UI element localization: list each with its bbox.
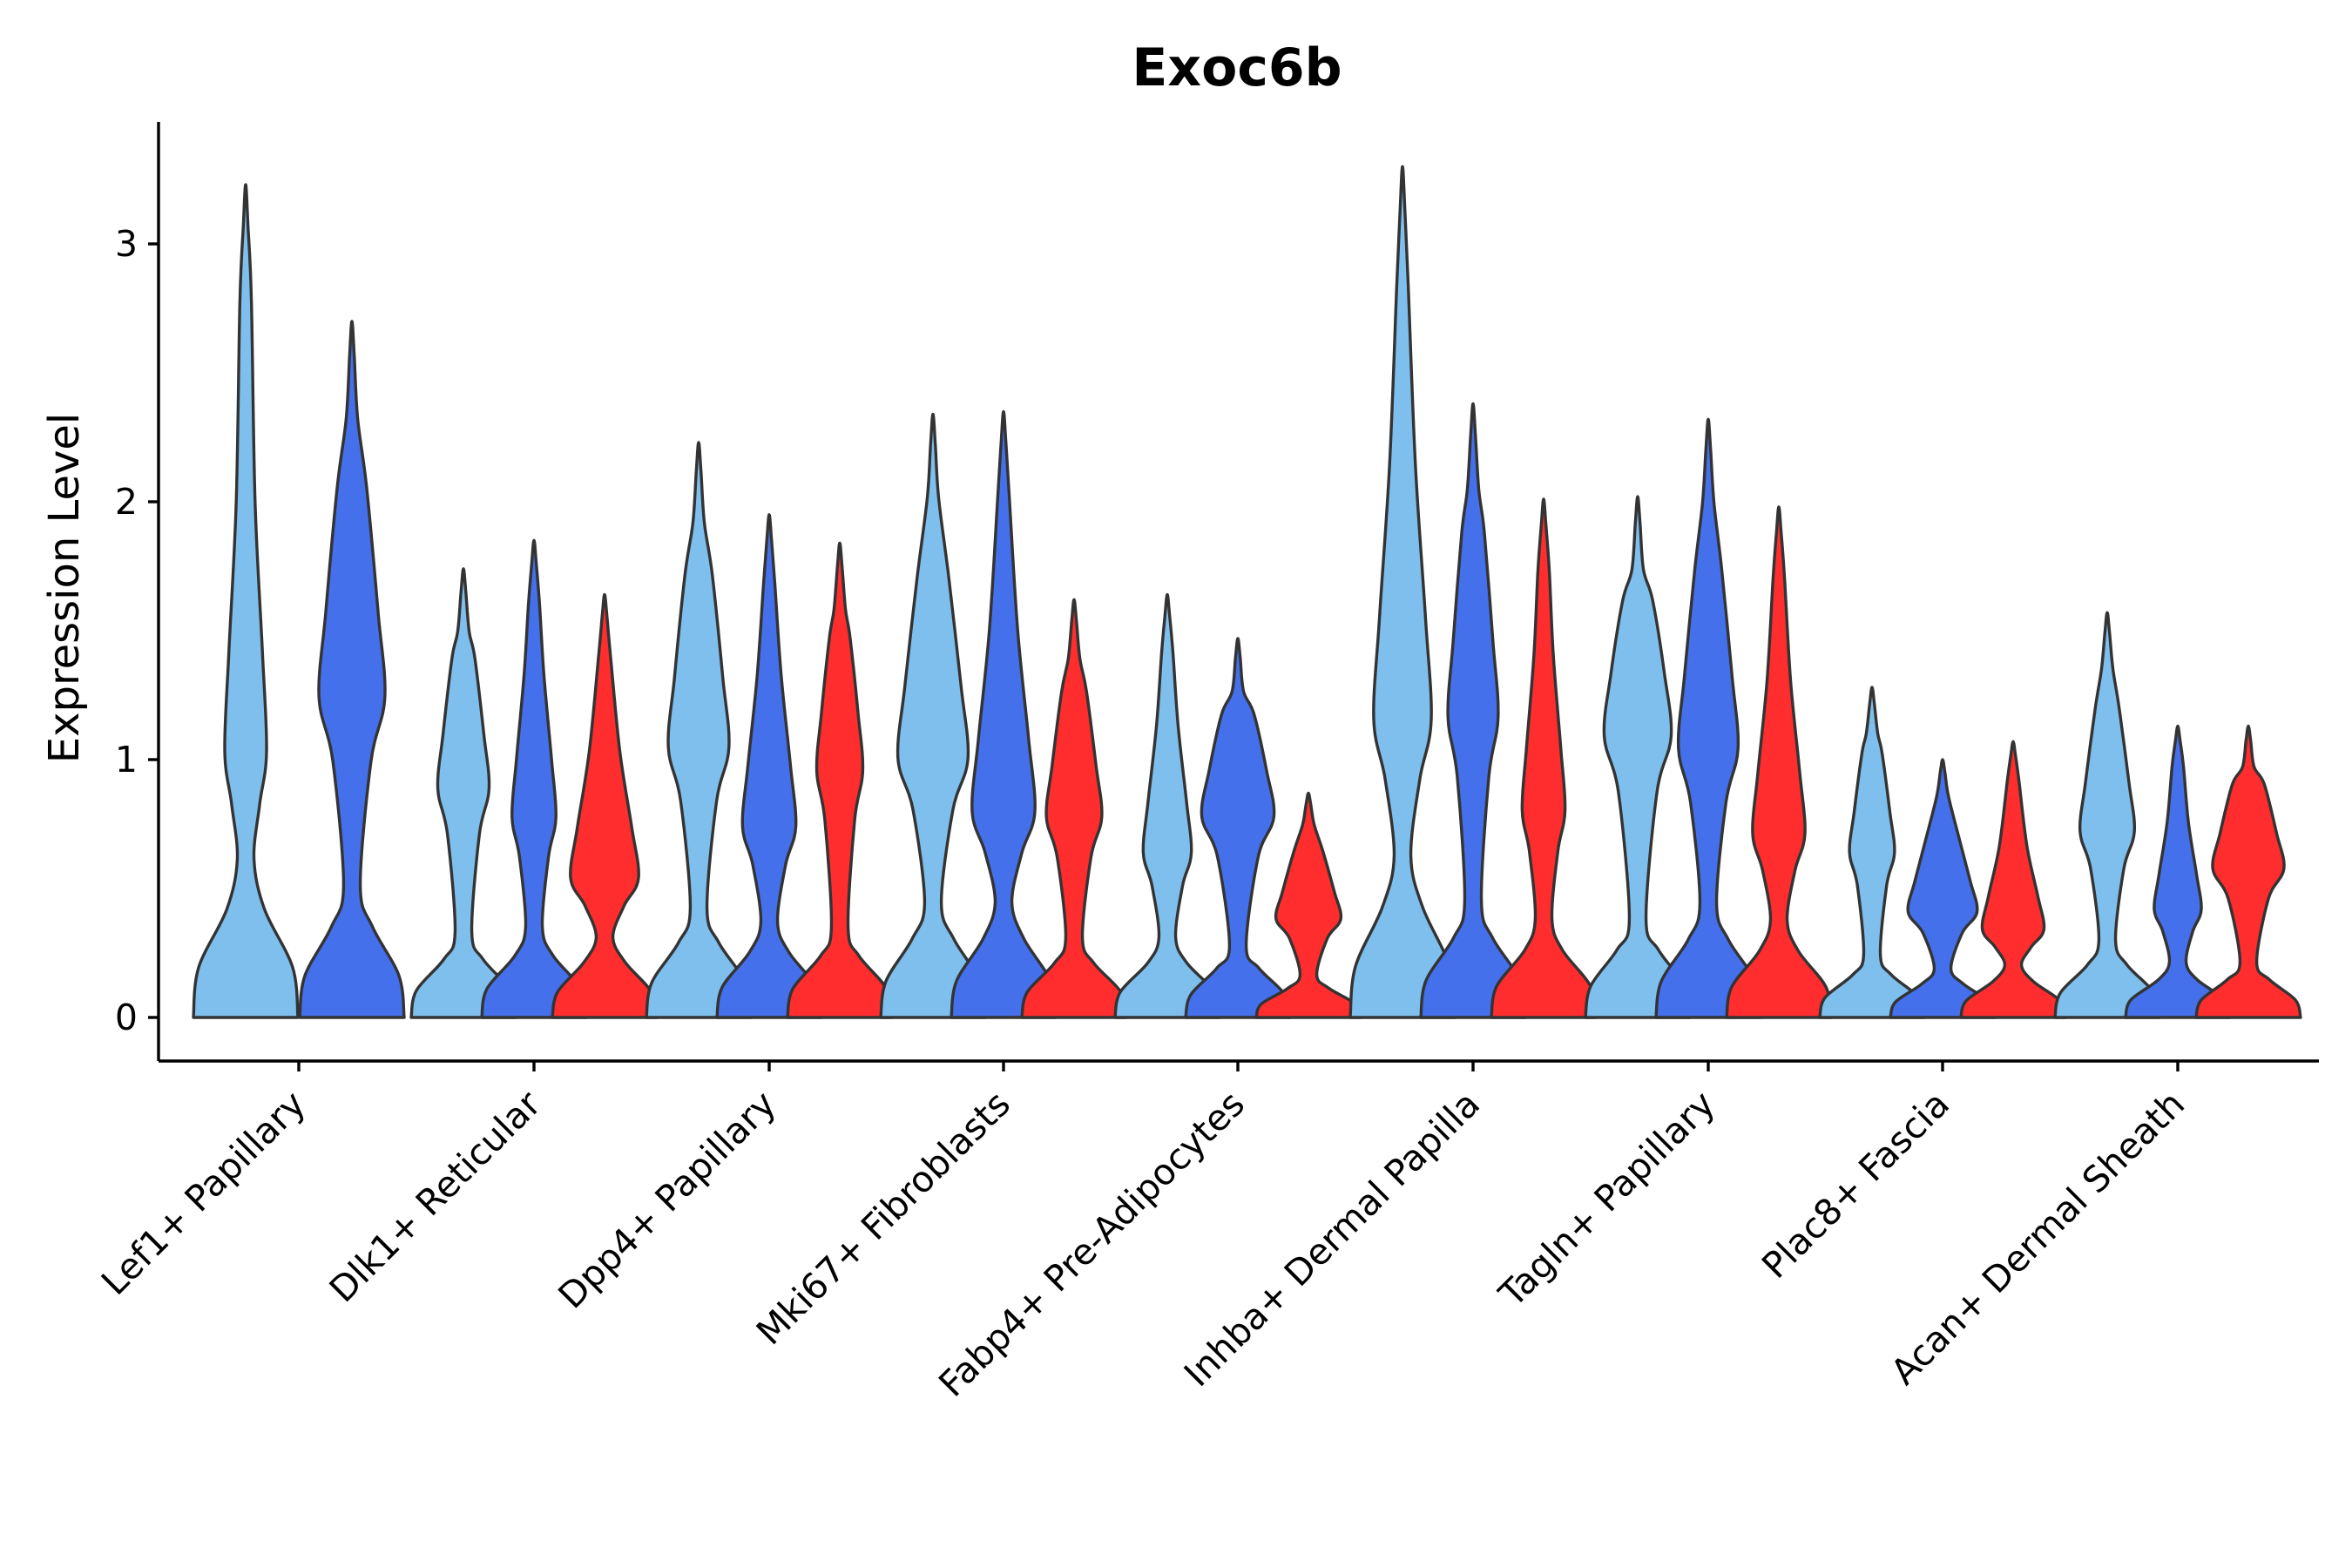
x-tick-label-mki67-fibroblasts: Mki67+ Fibroblasts xyxy=(748,1083,1018,1353)
violin-acan-dermal-sheath-group-2 xyxy=(2124,724,2232,1019)
violin-acan-dermal-sheath-group-3 xyxy=(2194,724,2302,1019)
y-tick-label-3: 3 xyxy=(115,223,138,265)
violin-tagln-papillary-group-1 xyxy=(1584,495,1692,1019)
violin-mki67-fibroblasts-group-2 xyxy=(950,409,1058,1019)
axes-layer: 0 1 2 3 Lef1+ Papillary Dlk1+ Reticular Dpp4+ … xyxy=(93,122,2319,1405)
violins-layer xyxy=(192,165,2302,1019)
violin-acan-dermal-sheath-group-1 xyxy=(2053,611,2161,1019)
violin-dlk1-reticular-group-3 xyxy=(551,592,659,1019)
y-axis-title: Expression Level xyxy=(40,413,89,764)
violin-tagln-papillary-group-3 xyxy=(1725,505,1833,1019)
x-tick-label-lef1-papillary: Lef1+ Papillary xyxy=(93,1083,314,1303)
violin-plac8-fascia-group-1 xyxy=(1818,686,1926,1019)
violin-plac8-fascia-group-2 xyxy=(1889,758,1997,1019)
violin-lef1-papillary-group-1 xyxy=(192,183,300,1019)
y-tick-label-1: 1 xyxy=(115,739,138,781)
violin-fabp4-pre-adipocytes-group-3 xyxy=(1254,791,1362,1019)
violin-mki67-fibroblasts-group-3 xyxy=(1020,598,1128,1019)
violin-fabp4-pre-adipocytes-group-1 xyxy=(1113,592,1221,1019)
violin-dpp4-papillary-group-2 xyxy=(715,513,823,1019)
x-tick-label-dlk1-reticular: Dlk1+ Reticular xyxy=(321,1083,549,1310)
violin-mki67-fibroblasts-group-1 xyxy=(879,412,987,1019)
y-tick-label-2: 2 xyxy=(115,481,138,523)
x-tick-label-tagln-papillary: Tagln+ Papillary xyxy=(1490,1083,1723,1315)
violin-dpp4-papillary-group-1 xyxy=(645,441,753,1019)
violin-dpp4-papillary-group-3 xyxy=(786,541,894,1019)
violin-lef1-papillary-group-2 xyxy=(298,320,406,1019)
violin-fabp4-pre-adipocytes-group-2 xyxy=(1184,637,1292,1019)
violin-tagln-papillary-group-2 xyxy=(1654,417,1762,1019)
violin-plac8-fascia-group-3 xyxy=(1959,740,2067,1019)
violin-inhba-dermal-papilla-group-2 xyxy=(1419,402,1527,1019)
violin-inhba-dermal-papilla-group-3 xyxy=(1490,497,1598,1019)
y-tick-label-0: 0 xyxy=(115,997,138,1038)
x-tick-label-plac8-fascia: Plac8+ Fascia xyxy=(1754,1083,1957,1287)
violin-dlk1-reticular-group-1 xyxy=(409,567,517,1019)
violin-dlk1-reticular-group-2 xyxy=(480,538,588,1019)
chart-title: Exoc6b xyxy=(1132,37,1342,98)
violin-inhba-dermal-papilla-group-1 xyxy=(1348,165,1456,1019)
x-tick-label-dpp4-papillary: Dpp4+ Papillary xyxy=(551,1083,784,1316)
